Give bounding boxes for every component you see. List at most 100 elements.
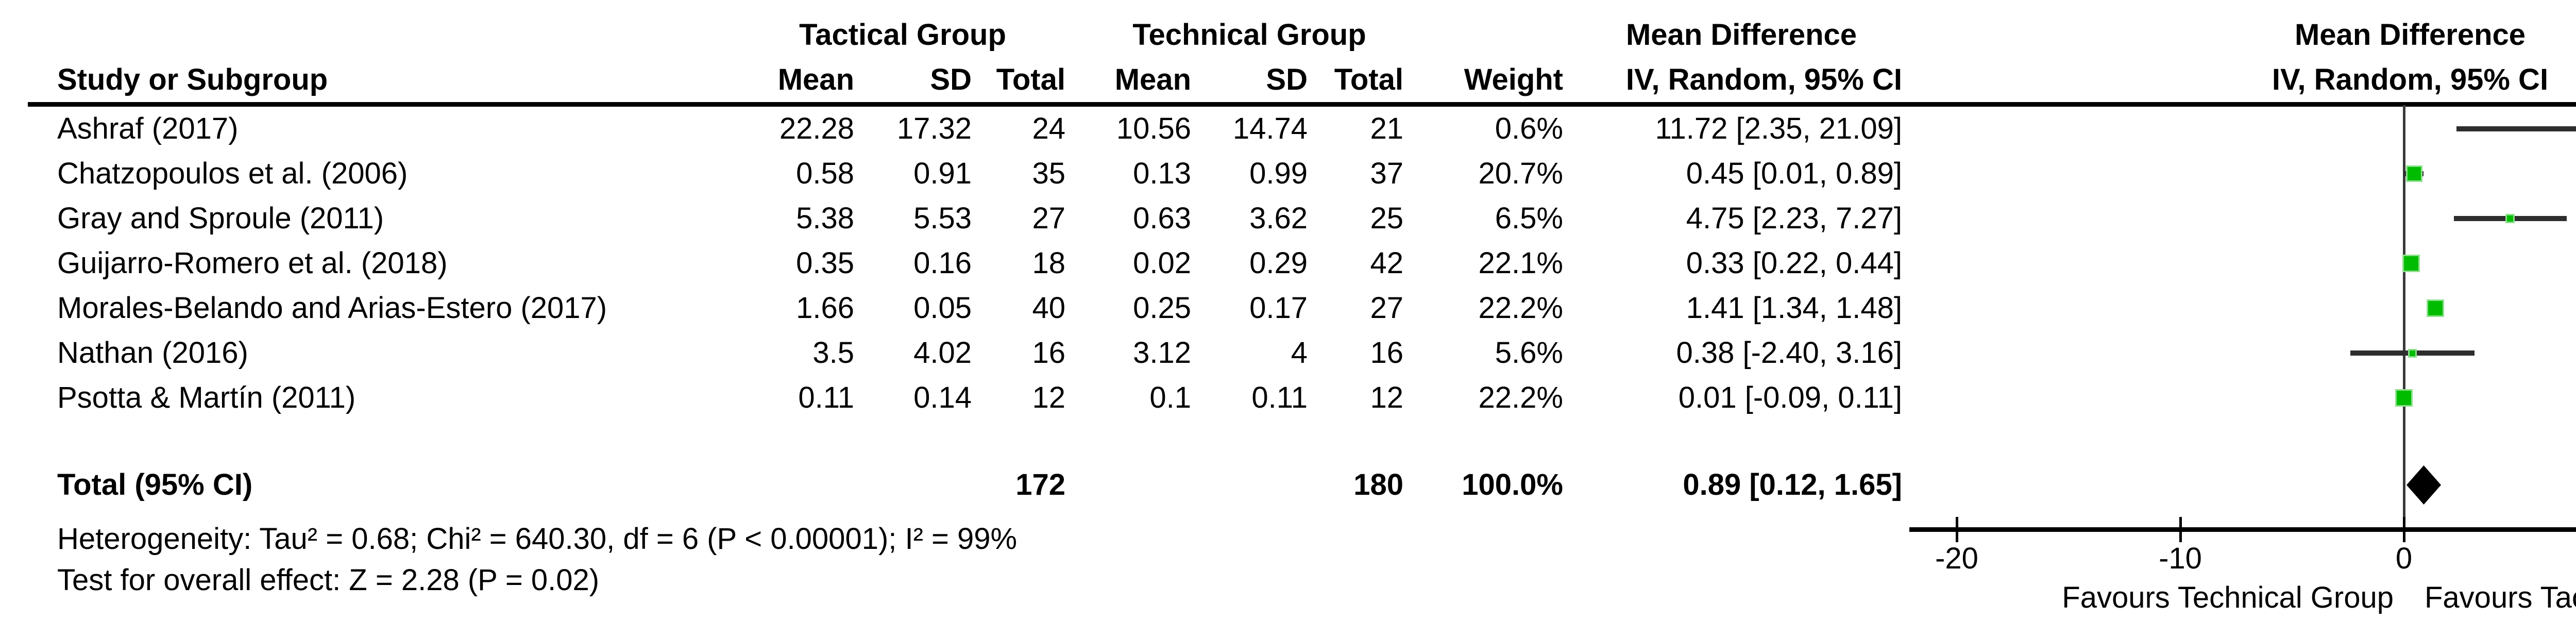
- col-header-sd-tactical: SD: [930, 63, 972, 96]
- total-technical-n: 180: [1353, 468, 1403, 501]
- effect-marker: [2395, 389, 2413, 407]
- group-header-tactical: Tactical Group: [799, 18, 1006, 52]
- cell-total2: 42: [1370, 246, 1403, 280]
- col-header-ci: IV, Random, 95% CI: [1625, 63, 1902, 96]
- cell-mean1: 5.38: [796, 202, 854, 235]
- cell-mean2: 10.56: [1116, 112, 1191, 145]
- cell-weight: 6.5%: [1495, 202, 1563, 235]
- col-header-mean-technical: Mean: [1114, 63, 1191, 96]
- zero-line: [2403, 105, 2405, 531]
- study-name: Psotta & Martín (2011): [57, 381, 356, 414]
- cell-sd2: 0.17: [1249, 291, 1308, 325]
- cell-mean2: 0.02: [1133, 246, 1191, 280]
- tick-label: 0: [2395, 542, 2413, 575]
- effect-marker: [2505, 214, 2515, 223]
- cell-sd1: 17.32: [896, 112, 972, 145]
- header-separator-line: [28, 102, 2576, 107]
- cell-ci: 4.75 [2.23, 7.27]: [1686, 202, 1902, 235]
- cell-total1: 24: [1032, 112, 1065, 145]
- study-name: Chatzopoulos et al. (2006): [57, 157, 408, 190]
- cell-mean1: 0.58: [796, 157, 854, 190]
- cell-sd2: 0.99: [1249, 157, 1308, 190]
- cell-sd2: 14.74: [1232, 112, 1308, 145]
- cell-total1: 18: [1032, 246, 1065, 280]
- col-header-total-tactical: Total: [996, 63, 1065, 96]
- cell-mean1: 0.11: [798, 381, 854, 414]
- cell-mean2: 0.63: [1133, 202, 1191, 235]
- overall-effect-text: Test for overall effect: Z = 2.28 (P = 0…: [57, 563, 600, 597]
- study-name: Guijarro-Romero et al. (2018): [57, 246, 448, 280]
- cell-ci: 1.41 [1.34, 1.48]: [1686, 291, 1902, 325]
- cell-weight: 0.6%: [1495, 112, 1563, 145]
- cell-total1: 12: [1032, 381, 1065, 414]
- cell-sd1: 0.05: [913, 291, 972, 325]
- summary-diamond: [2406, 465, 2441, 505]
- cell-weight: 20.7%: [1478, 157, 1563, 190]
- cell-total2: 21: [1370, 112, 1403, 145]
- study-name: Gray and Sproule (2011): [57, 202, 384, 235]
- group-header-mean-difference: Mean Difference: [1625, 18, 1857, 52]
- plot-title: Mean Difference: [2294, 18, 2526, 52]
- col-header-total-technical: Total: [1334, 63, 1403, 96]
- col-header-sd-technical: SD: [1266, 63, 1308, 96]
- cell-mean2: 0.25: [1133, 291, 1191, 325]
- cell-sd2: 0.11: [1251, 381, 1308, 414]
- ci-line: [2456, 126, 2576, 131]
- col-header-weight: Weight: [1464, 63, 1563, 96]
- cell-total2: 25: [1370, 202, 1403, 235]
- total-ci: 0.89 [0.12, 1.65]: [1683, 468, 1902, 501]
- cell-ci: 11.72 [2.35, 21.09]: [1655, 112, 1902, 145]
- cell-ci: 0.01 [-0.09, 0.11]: [1678, 381, 1902, 414]
- col-header-study: Study or Subgroup: [57, 63, 328, 96]
- effect-marker: [2402, 255, 2420, 272]
- cell-mean1: 0.35: [796, 246, 854, 280]
- cell-mean2: 0.13: [1133, 157, 1191, 190]
- total-row-label: Total (95% CI): [57, 468, 253, 501]
- cell-total1: 16: [1032, 336, 1065, 370]
- cell-weight: 5.6%: [1495, 336, 1563, 370]
- cell-ci: 0.45 [0.01, 0.89]: [1686, 157, 1902, 190]
- heterogeneity-text: Heterogeneity: Tau² = 0.68; Chi² = 640.3…: [57, 522, 1018, 556]
- cell-mean2: 0.1: [1149, 381, 1191, 414]
- cell-sd2: 0.29: [1249, 246, 1308, 280]
- cell-sd1: 0.14: [913, 381, 972, 414]
- cell-sd1: 5.53: [913, 202, 972, 235]
- cell-total2: 37: [1370, 157, 1403, 190]
- cell-total2: 27: [1370, 291, 1403, 325]
- tick-label: -20: [1935, 542, 1978, 575]
- x-axis-line: [1909, 527, 2576, 532]
- effect-marker: [2406, 165, 2422, 182]
- cell-mean1: 1.66: [796, 291, 854, 325]
- effect-marker: [2427, 299, 2444, 317]
- cell-sd1: 4.02: [913, 336, 972, 370]
- favours-left-label: Favours Technical Group: [2062, 581, 2394, 614]
- cell-mean1: 22.28: [779, 112, 854, 145]
- cell-ci: 0.33 [0.22, 0.44]: [1686, 246, 1902, 280]
- total-weight: 100.0%: [1462, 468, 1563, 501]
- cell-sd1: 0.91: [913, 157, 972, 190]
- cell-mean1: 3.5: [812, 336, 854, 370]
- plot-subtitle: IV, Random, 95% CI: [2272, 63, 2549, 96]
- col-header-mean-tactical: Mean: [777, 63, 854, 96]
- cell-weight: 22.2%: [1478, 381, 1563, 414]
- cell-weight: 22.1%: [1478, 246, 1563, 280]
- axis-tick: [1956, 517, 1958, 542]
- cell-sd1: 0.16: [913, 246, 972, 280]
- study-name: Ashraf (2017): [57, 112, 239, 145]
- study-name: Nathan (2016): [57, 336, 248, 370]
- cell-total2: 16: [1370, 336, 1403, 370]
- cell-sd2: 4: [1291, 336, 1308, 370]
- cell-ci: 0.38 [-2.40, 3.16]: [1676, 336, 1902, 370]
- cell-total1: 40: [1032, 291, 1065, 325]
- favours-right-label: Favours Tactical Group: [2425, 581, 2576, 614]
- axis-tick: [2179, 517, 2182, 542]
- study-name: Morales-Belando and Arias-Estero (2017): [57, 291, 607, 325]
- cell-sd2: 3.62: [1249, 202, 1308, 235]
- tick-label: -10: [2159, 542, 2202, 575]
- cell-total2: 12: [1370, 381, 1403, 414]
- total-tactical-n: 172: [1015, 468, 1065, 501]
- axis-tick: [2403, 517, 2405, 542]
- cell-weight: 22.2%: [1478, 291, 1563, 325]
- group-header-technical: Technical Group: [1132, 18, 1366, 52]
